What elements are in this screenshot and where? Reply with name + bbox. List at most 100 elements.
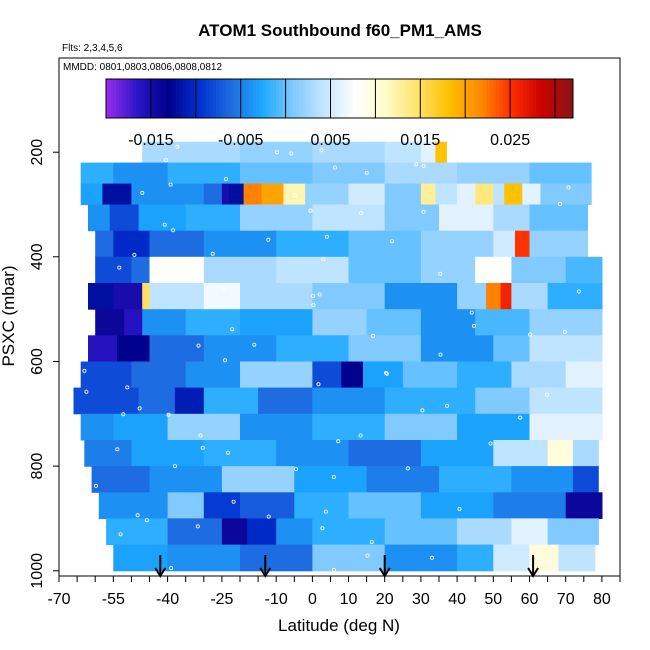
colorbar-segment	[142, 79, 147, 118]
colorbar-segment	[379, 79, 384, 118]
sample-point	[171, 228, 176, 233]
heatmap-cell	[565, 492, 603, 519]
heatmap-cell	[149, 335, 205, 362]
colorbar-segment	[166, 79, 170, 118]
sample-point	[477, 271, 482, 276]
heatmap-cell	[294, 466, 368, 493]
heatmap-cell	[203, 492, 241, 519]
heatmap-cell	[384, 518, 458, 546]
heatmap-cell	[572, 440, 599, 467]
chart-title: ATOM1 Southbound f60_PM1_AMS	[198, 21, 482, 40]
heatmap-cell	[312, 518, 386, 546]
colorbar-segment	[536, 79, 541, 118]
heatmap-cell	[73, 387, 140, 415]
heatmap-cell	[348, 256, 422, 284]
sample-point	[164, 158, 169, 163]
heatmap-cell	[420, 440, 494, 467]
sample-point	[445, 403, 450, 408]
sample-point	[319, 148, 324, 153]
colorbar-segment	[106, 79, 110, 118]
sample-dots	[82, 144, 581, 572]
heatmap-cell	[529, 162, 592, 184]
heatmap-cell	[142, 283, 150, 310]
x-tick-label: 40	[448, 591, 466, 608]
sample-point	[121, 412, 126, 417]
heatmap-cell	[504, 183, 523, 205]
heatmap-cell	[138, 204, 187, 232]
heatmap-cell	[493, 230, 516, 258]
colorbar-segment	[479, 79, 484, 118]
heatmap-cell	[203, 256, 277, 284]
colorbar-segment	[366, 79, 370, 118]
x-axis-label: Latitude (deg N)	[278, 616, 400, 635]
colorbar-segment	[399, 79, 404, 118]
colorbar-segment	[289, 79, 294, 118]
colorbar-segment	[482, 79, 487, 118]
heatmap-cell	[294, 492, 350, 519]
colorbar-segment	[352, 79, 357, 118]
heatmap-cell	[312, 387, 386, 415]
colorbar-segment	[202, 79, 207, 118]
sample-point	[93, 483, 98, 488]
colorbar-segment	[132, 79, 137, 118]
heatmap-cell	[88, 283, 114, 310]
heatmap-cell	[435, 183, 458, 205]
heatmap-cell	[457, 544, 494, 572]
heatmap-cell	[402, 361, 458, 389]
heatmap-cell	[511, 466, 574, 493]
colorbar-segment	[506, 79, 511, 118]
sample-point	[336, 439, 341, 444]
heatmap-cell	[500, 283, 513, 310]
heatmap-cell	[312, 162, 386, 184]
colorbar-segment	[516, 79, 521, 118]
colorbar-segment	[549, 79, 554, 118]
y-tick-label: 1000	[29, 553, 46, 589]
heatmap-cell	[203, 283, 241, 310]
sample-point	[359, 211, 364, 216]
sample-point	[364, 170, 369, 175]
sample-point	[566, 185, 571, 190]
heatmap-cell	[149, 466, 223, 493]
heatmap-cell	[420, 309, 476, 336]
x-tick-label: 80	[593, 591, 611, 608]
heatmap-cell	[95, 309, 125, 336]
colorbar-segment	[489, 79, 494, 118]
sample-point	[210, 251, 215, 256]
heatmap-cell	[95, 230, 114, 258]
sample-point	[175, 144, 180, 149]
colorbar-segment	[356, 79, 360, 118]
colorbar-segment	[192, 79, 197, 118]
heatmap-cell	[457, 413, 531, 441]
colorbar-tick-label: -0.015	[128, 132, 173, 149]
sample-point	[331, 567, 336, 572]
colorbar-segment	[569, 79, 574, 118]
heatmap-cell	[493, 335, 531, 362]
heatmap-cell	[493, 492, 567, 519]
heatmap-cell	[88, 204, 111, 232]
colorbar-tick-label: 0.005	[310, 132, 350, 149]
colorbar-segment	[546, 79, 551, 118]
heatmap-cell	[84, 440, 132, 467]
x-tick-label: 60	[521, 591, 539, 608]
colorbar-segment	[296, 79, 300, 118]
colorbar-segment	[436, 79, 440, 118]
y-axis: 200 400 600 800 1000	[29, 139, 59, 589]
heatmap-cell	[363, 361, 404, 389]
colorbar-segment	[466, 79, 470, 118]
heatmap-cell	[529, 335, 603, 362]
heatmap-cell	[511, 283, 549, 310]
heatmap-cell	[167, 492, 205, 519]
colorbar-segment	[309, 79, 314, 118]
heatmap-cell	[142, 309, 187, 336]
heatmap-cell	[312, 413, 386, 441]
heatmap-cell	[540, 183, 592, 205]
heatmap-cell	[149, 283, 205, 310]
heatmap-cell	[348, 492, 422, 519]
sample-point	[115, 447, 120, 452]
x-tick-label: 20	[376, 591, 394, 608]
colorbar-segment	[432, 79, 437, 118]
heatmap-cell	[102, 183, 132, 205]
colorbar-segment	[199, 79, 204, 118]
colorbar-segment	[449, 79, 454, 118]
heatmap-cell	[167, 544, 241, 572]
